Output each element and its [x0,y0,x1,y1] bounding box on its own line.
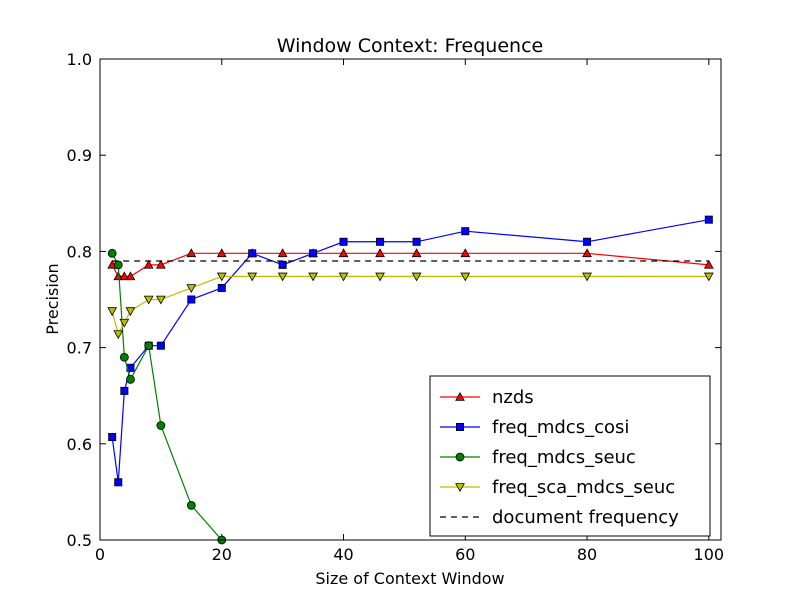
legend-item: document frequency [440,507,679,528]
legend-label: freq_mdcs_cosi [492,417,629,438]
data-point [186,500,196,510]
data-point [411,248,422,258]
data-point [125,307,136,317]
legend-box [429,375,711,537]
x-tick-label: 80 [577,545,597,564]
data-point [411,272,422,282]
data-point [704,215,713,224]
legend-item: freq_mdcs_cosi [440,417,629,438]
legend-label: freq_mdcs_seuc [492,447,636,468]
data-point [186,248,197,258]
legend-marker [455,452,465,462]
data-point [703,259,714,269]
legend-label: nzds [492,387,534,408]
data-point [156,341,165,350]
data-point [339,237,348,246]
data-point [460,272,471,282]
data-point [338,272,349,282]
data-point [114,478,123,487]
x-tick-label: 0 [95,545,105,564]
data-point [308,272,318,282]
data-point [143,259,154,269]
data-point [156,421,166,430]
plot-frame [99,58,722,541]
series-freq-sca-mdcs-seuc [107,272,714,340]
data-point [144,341,154,351]
y-tick-label: 0.5 [67,531,92,550]
data-point [216,248,227,258]
legend-marker [455,391,465,401]
chart-title: Window Context: Frequence [277,35,543,57]
x-tick-label: 40 [333,545,353,564]
y-tick-label: 0.7 [67,339,92,358]
data-point [217,283,226,292]
data-point [108,433,117,442]
data-point [412,237,421,246]
data-point [119,271,130,281]
data-point [376,237,385,246]
data-point [113,260,123,270]
data-point [583,237,592,246]
data-point [248,249,257,258]
data-point [338,248,349,258]
data-point [278,260,287,269]
y-tick-label: 0.8 [67,242,92,261]
x-axis-label: Size of Context Window [315,569,504,588]
data-point [461,227,470,236]
data-point [703,272,714,282]
data-point [113,330,124,340]
data-point [107,248,117,258]
y-tick-label: 0.9 [67,146,92,165]
legend-marker [455,483,465,493]
x-tick-label: 100 [694,545,725,564]
data-point [156,295,166,305]
data-point [460,248,471,258]
data-point [113,271,124,281]
data-point [186,284,197,293]
x-tick-label: 60 [455,545,475,564]
series-layer [107,215,714,545]
legend-item: nzds [440,387,534,408]
y-tick-label: 0.6 [67,435,92,454]
series-line-freq-mdcs-seuc [111,253,223,540]
x-tick-label: 20 [212,545,232,564]
data-point [119,318,130,328]
axis-ticks: 0 20 40 60 80 100 0.5 0.6 0.7 0.8 0.9 1.0 [67,50,725,564]
data-point [277,272,288,282]
data-point [375,248,385,258]
y-axis-label: Precision [43,263,62,334]
data-point [582,248,592,258]
data-point [375,272,385,282]
data-point [125,271,136,281]
legend-item: freq_mdcs_seuc [440,447,636,468]
data-point [107,307,118,317]
legend-label: freq_sca_mdcs_seuc [492,477,675,498]
data-point [247,272,258,282]
data-point [119,352,129,362]
data-point [143,295,154,305]
data-point [309,249,318,258]
series-freq-mdcs-seuc [107,248,227,545]
legend-item: freq_sca_mdcs_seuc [440,477,675,498]
data-point [156,259,166,269]
data-point [120,386,129,395]
data-point [187,295,196,304]
legend-marker [455,422,464,431]
data-point [216,272,227,282]
data-point [277,248,288,258]
y-tick-label: 1.0 [67,50,92,69]
legend: nzds freq_mdcs_cosi freq_mdcs_seuc freq_sca… [429,375,711,537]
legend-label: document frequency [492,507,679,528]
data-point [582,272,592,282]
data-point [126,374,135,384]
